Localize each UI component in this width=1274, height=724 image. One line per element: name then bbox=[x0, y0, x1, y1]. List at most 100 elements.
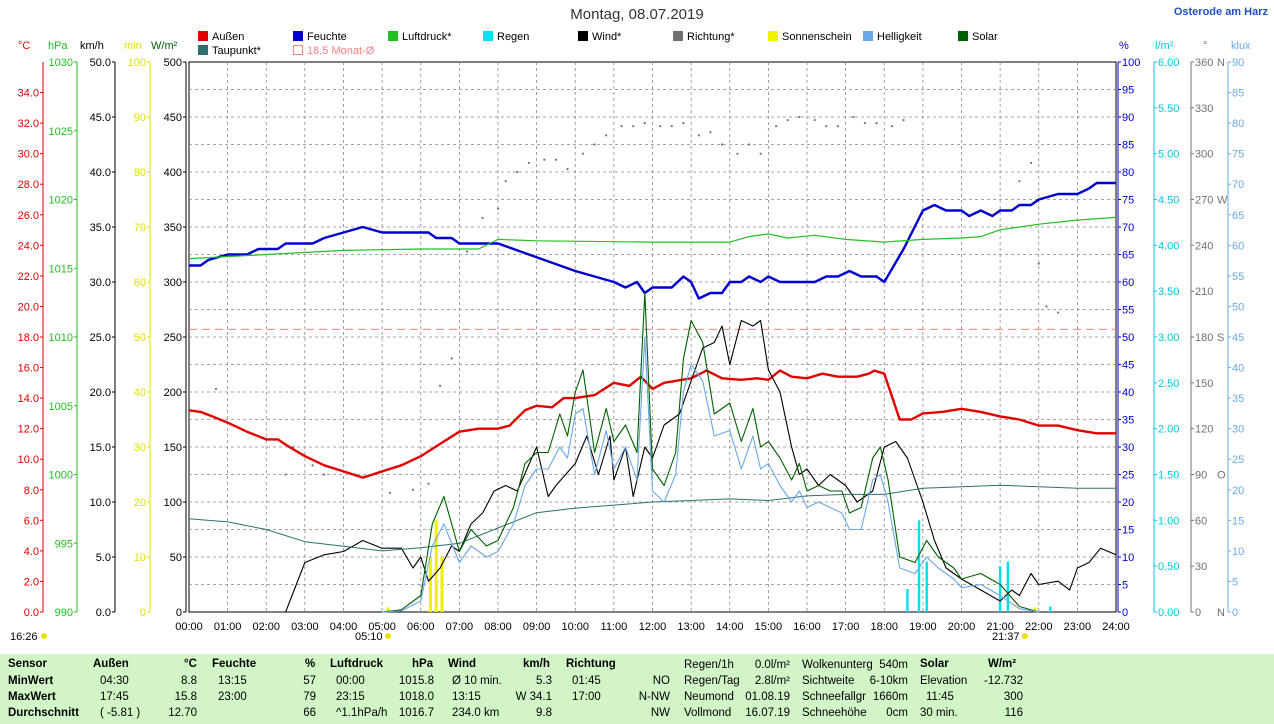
direction-dot bbox=[438, 384, 442, 387]
axis-label-pct: 55 bbox=[1122, 305, 1134, 317]
direction-dot bbox=[670, 125, 673, 128]
x-tick-label: 18:00 bbox=[870, 621, 898, 633]
rain-bar bbox=[917, 520, 921, 612]
x-tick-label: 02:00 bbox=[252, 621, 280, 633]
axis-dir-label: O bbox=[1217, 470, 1226, 482]
axis-label-wm2: 100 bbox=[164, 497, 182, 509]
axis-label-hpa: 1005 bbox=[49, 401, 73, 413]
axis-label-deg: 330 bbox=[1195, 103, 1213, 115]
axis-label-deg: 270 bbox=[1195, 195, 1213, 207]
sunrise-marker bbox=[385, 633, 391, 639]
x-tick-label: 07:00 bbox=[446, 621, 474, 633]
axis-label-deg: 300 bbox=[1195, 149, 1213, 161]
axis-label-temp: 0.0 bbox=[24, 607, 39, 619]
axis-label-klux: 30 bbox=[1232, 424, 1244, 436]
direction-dot bbox=[852, 115, 855, 119]
axis-label-kmh: 35.0 bbox=[90, 222, 111, 234]
hdr-feuchte-unit: % bbox=[305, 658, 316, 670]
axis-label-min: 100 bbox=[128, 57, 146, 69]
legend-item-helligkeit: Helligkeit bbox=[863, 31, 922, 43]
series-line-feuchte bbox=[189, 181, 1116, 300]
axis-label-kmh: 20.0 bbox=[90, 387, 111, 399]
axis-label-pct: 20 bbox=[1122, 497, 1134, 509]
axis-label-temp: 4.0 bbox=[24, 546, 39, 558]
direction-dot bbox=[566, 167, 569, 171]
axis-label-pct: 25 bbox=[1122, 470, 1134, 482]
axis-label-wm2: 50 bbox=[170, 552, 182, 564]
legend-item-richtung: Richtung* bbox=[673, 31, 735, 43]
direction-dot bbox=[813, 118, 816, 122]
axis-label-lm2: 0.50 bbox=[1158, 561, 1179, 573]
sunshine-bar bbox=[440, 557, 444, 612]
hdr-aussen-unit: °C bbox=[184, 658, 197, 670]
axis-label-lm2: 0.00 bbox=[1158, 607, 1179, 619]
axis-label-pct: 80 bbox=[1122, 167, 1134, 179]
axis-label-klux: 90 bbox=[1232, 57, 1244, 69]
x-tick-label: 16:00 bbox=[793, 621, 821, 633]
hdr-aussen: Außen bbox=[93, 658, 129, 670]
x-tick-label: 10:00 bbox=[561, 621, 589, 633]
axis-label-deg: 60 bbox=[1195, 515, 1207, 527]
axis-dir-label: S bbox=[1217, 332, 1224, 344]
axis-label-min: 80 bbox=[134, 167, 146, 179]
direction-dot bbox=[659, 125, 662, 128]
axis-title-deg: ° bbox=[1203, 40, 1208, 52]
axis-label-min: 50 bbox=[134, 332, 146, 344]
axis-label-kmh: 30.0 bbox=[90, 277, 111, 289]
sunshine-bar bbox=[428, 557, 432, 612]
axis-label-hpa: 990 bbox=[55, 607, 73, 619]
axis-label-klux: 80 bbox=[1232, 118, 1244, 130]
axis-label-klux: 40 bbox=[1232, 363, 1244, 375]
hdr-wind-unit: km/h bbox=[523, 658, 550, 670]
direction-dot bbox=[836, 125, 840, 128]
axis-label-pct: 50 bbox=[1122, 332, 1134, 344]
axis-label-min: 10 bbox=[134, 552, 146, 564]
direction-dot bbox=[643, 122, 646, 125]
x-tick-label: 15:00 bbox=[755, 621, 783, 633]
axis-label-temp: 22.0 bbox=[18, 271, 39, 283]
axis-label-wm2: 0 bbox=[176, 607, 182, 619]
axis-label-lm2: 4.50 bbox=[1158, 195, 1179, 207]
x-tick-label: 21:00 bbox=[986, 621, 1014, 633]
legend-item-feuchte: Feuchte bbox=[293, 31, 347, 43]
legend-item-luftdruck: Luftdruck* bbox=[388, 31, 452, 43]
direction-dot bbox=[516, 170, 519, 174]
direction-dot bbox=[775, 125, 778, 128]
axis-label-pct: 100 bbox=[1122, 57, 1140, 69]
direction-dot bbox=[747, 143, 751, 146]
axis-label-wm2: 250 bbox=[164, 332, 182, 344]
hdr-sensor: Sensor bbox=[8, 658, 47, 670]
axis-label-temp: 34.0 bbox=[18, 88, 39, 100]
axis-label-hpa: 1015 bbox=[49, 263, 73, 275]
legend-item-sonnenschein: Sonnenschein bbox=[768, 31, 852, 43]
axis-label-kmh: 50.0 bbox=[90, 57, 111, 69]
rain-bar bbox=[1006, 561, 1010, 612]
direction-dot bbox=[496, 207, 500, 210]
weather-chart: 00:00 01:00 02:00 03:00 04:00 05:00 06:00 07:00… bbox=[18, 57, 1244, 639]
axis-label-wm2: 300 bbox=[164, 277, 182, 289]
direction-dot bbox=[736, 152, 739, 155]
sunshine-bar bbox=[434, 520, 438, 612]
sunshine-bar bbox=[386, 607, 390, 612]
x-tick-label: 01:00 bbox=[214, 621, 242, 633]
axis-label-min: 20 bbox=[134, 497, 146, 509]
direction-dot bbox=[1018, 180, 1021, 183]
axis-label-temp: 2.0 bbox=[24, 576, 39, 588]
axis-label-klux: 55 bbox=[1232, 271, 1244, 283]
direction-dot bbox=[504, 180, 507, 183]
direction-dot bbox=[214, 387, 218, 391]
axis-title-hpa: hPa bbox=[48, 40, 68, 52]
direction-dot bbox=[798, 115, 801, 119]
direction-dot bbox=[543, 158, 546, 161]
rain-bar bbox=[1049, 606, 1052, 612]
axis-label-deg: 180 bbox=[1195, 332, 1213, 344]
axis-label-deg: 0 bbox=[1195, 607, 1201, 619]
sunset-label: 21:37 bbox=[992, 631, 1020, 643]
hdr-richtung: Richtung bbox=[566, 658, 616, 670]
direction-dot bbox=[1056, 311, 1060, 314]
axis-label-pct: 70 bbox=[1122, 222, 1134, 234]
axis-label-temp: 10.0 bbox=[18, 454, 39, 466]
series-line-luftdruck bbox=[188, 216, 1117, 260]
axis-label-lm2: 1.00 bbox=[1158, 515, 1179, 527]
axis-label-min: 90 bbox=[134, 112, 146, 124]
